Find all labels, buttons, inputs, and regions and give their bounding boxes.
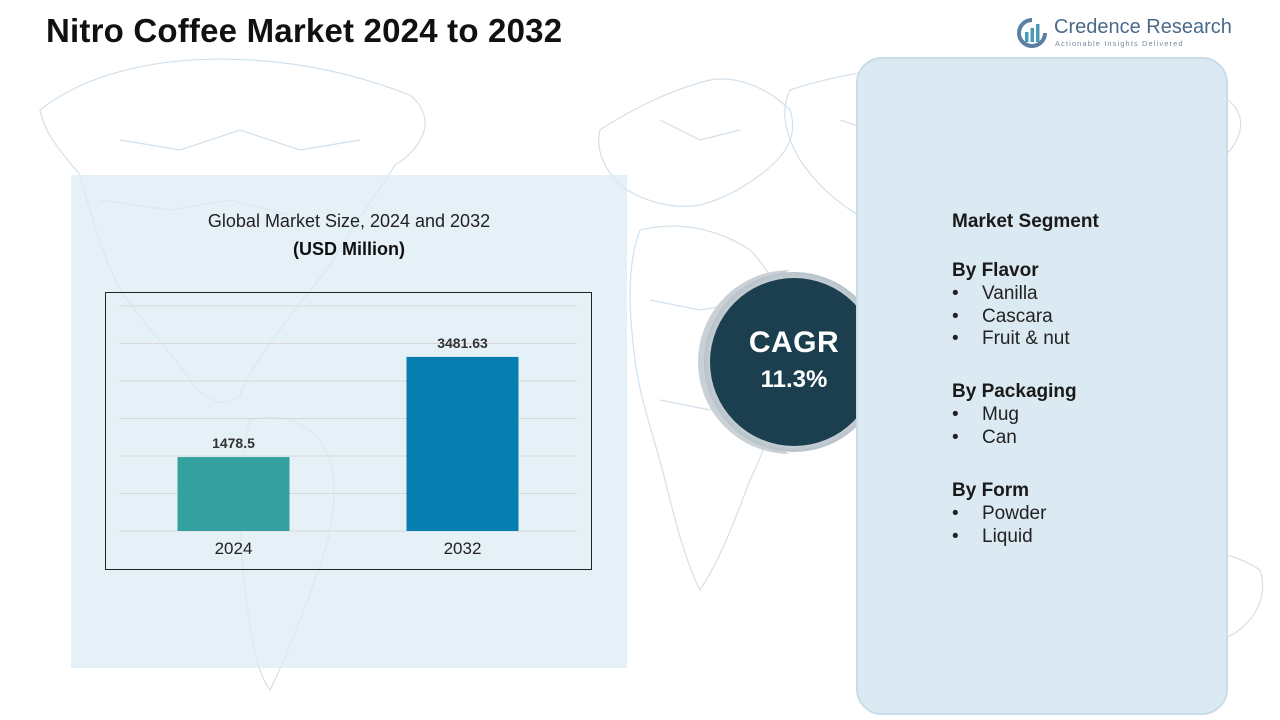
category-label: 2032 xyxy=(444,539,482,558)
cagr-value: 11.3% xyxy=(760,366,828,393)
segment-item-label: Cascara xyxy=(982,305,1053,327)
segment-item: • Cascara xyxy=(952,306,1070,329)
segment-item: • Vanilla xyxy=(952,283,1070,306)
cagr-circle xyxy=(710,278,878,446)
market-segment-panel xyxy=(856,57,1228,715)
bullet: • xyxy=(952,525,959,547)
segment-group-title: By Flavor xyxy=(952,260,1039,281)
logo-name: Credence Research xyxy=(1054,16,1232,38)
logo-tagline: Actionable Insights Delivered xyxy=(1055,39,1184,48)
market-segment-heading: Market Segment xyxy=(952,211,1099,232)
chart-frame xyxy=(105,292,592,570)
bullet: • xyxy=(952,426,959,448)
segment-group-packaging: By Packaging • Mug • Can xyxy=(952,379,1077,449)
data-label: 3481.63 xyxy=(437,335,488,351)
segment-item-label: Mug xyxy=(982,404,1019,425)
segment-item: • Can xyxy=(952,427,1077,450)
segment-item: • Liquid xyxy=(952,526,1046,549)
bar-chart: 1478.5 3481.63 2024 2032 xyxy=(105,292,592,570)
bullet: • xyxy=(952,328,959,349)
credence-research-logo: Credence Research Actionable Insights De… xyxy=(1016,16,1232,52)
segment-item: • Powder xyxy=(952,503,1046,526)
bullet: • xyxy=(952,503,959,524)
bar-2032 xyxy=(406,356,519,531)
bullet: • xyxy=(952,404,959,425)
cagr-label: CAGR xyxy=(748,326,840,359)
segment-item: • Fruit & nut xyxy=(952,328,1070,351)
segment-item-label: Liquid xyxy=(982,525,1033,547)
segment-group-form: By Form • Powder • Liquid xyxy=(952,478,1046,548)
segment-group-flavor: By Flavor • Vanilla • Cascara • Fruit & nut xyxy=(952,258,1070,351)
segment-item-label: Can xyxy=(982,426,1017,448)
chart-unit: (USD Million) xyxy=(293,239,405,259)
segment-group-title: By Packaging xyxy=(952,381,1077,402)
bar-2024 xyxy=(177,457,290,531)
segment-item-label: Fruit & nut xyxy=(982,328,1070,349)
segment-item-label: Vanilla xyxy=(982,283,1038,304)
segment-item: • Mug xyxy=(952,404,1077,427)
segment-group-title: By Form xyxy=(952,480,1030,501)
logo-icon xyxy=(1017,18,1047,48)
category-label: 2024 xyxy=(215,539,253,558)
bullet: • xyxy=(952,305,959,327)
bullet: • xyxy=(952,283,959,304)
chart-panel: Global Market Size, 2024 and 2032 (USD M… xyxy=(71,175,627,668)
segment-item-label: Powder xyxy=(982,503,1047,524)
chart-title: Global Market Size, 2024 and 2032 xyxy=(207,211,491,231)
data-label: 1478.5 xyxy=(212,435,255,451)
cagr-badge xyxy=(698,270,884,454)
page-title: Nitro Coffee Market 2024 to 2032 xyxy=(46,12,563,49)
